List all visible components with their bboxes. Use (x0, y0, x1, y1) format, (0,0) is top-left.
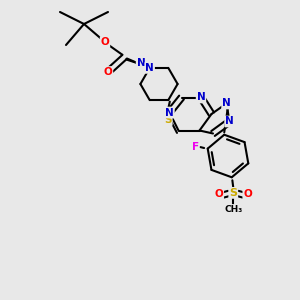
Text: N: N (225, 116, 234, 127)
Text: N: N (145, 63, 154, 73)
Text: O: O (100, 37, 109, 47)
Text: N: N (222, 98, 231, 109)
Text: F: F (191, 142, 199, 152)
Text: O: O (214, 189, 223, 200)
Text: O: O (103, 67, 112, 77)
Text: CH₃: CH₃ (224, 205, 242, 214)
Text: S: S (229, 188, 237, 198)
Text: O: O (243, 189, 252, 200)
Text: N: N (165, 107, 174, 118)
Text: S: S (164, 115, 172, 125)
Text: N: N (196, 92, 206, 103)
Text: N: N (136, 58, 146, 68)
